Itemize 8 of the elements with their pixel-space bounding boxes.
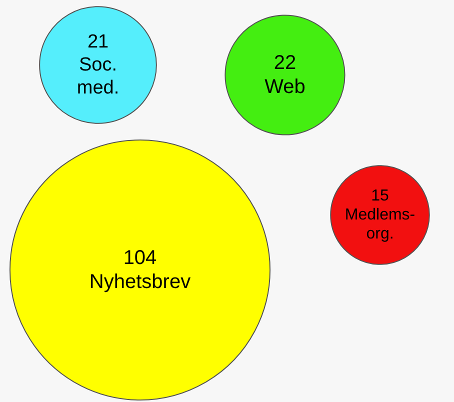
data-label: 21 [87,32,109,53]
data-label: 104 [123,247,157,269]
category-label: Medlems- org. [344,206,416,243]
data-label: 15 [371,187,389,204]
category-label: Web [264,76,306,98]
data-label: 22 [274,52,296,74]
category-label: Soc. med. [76,54,120,98]
category-label: Nyhetsbrev [89,271,191,293]
